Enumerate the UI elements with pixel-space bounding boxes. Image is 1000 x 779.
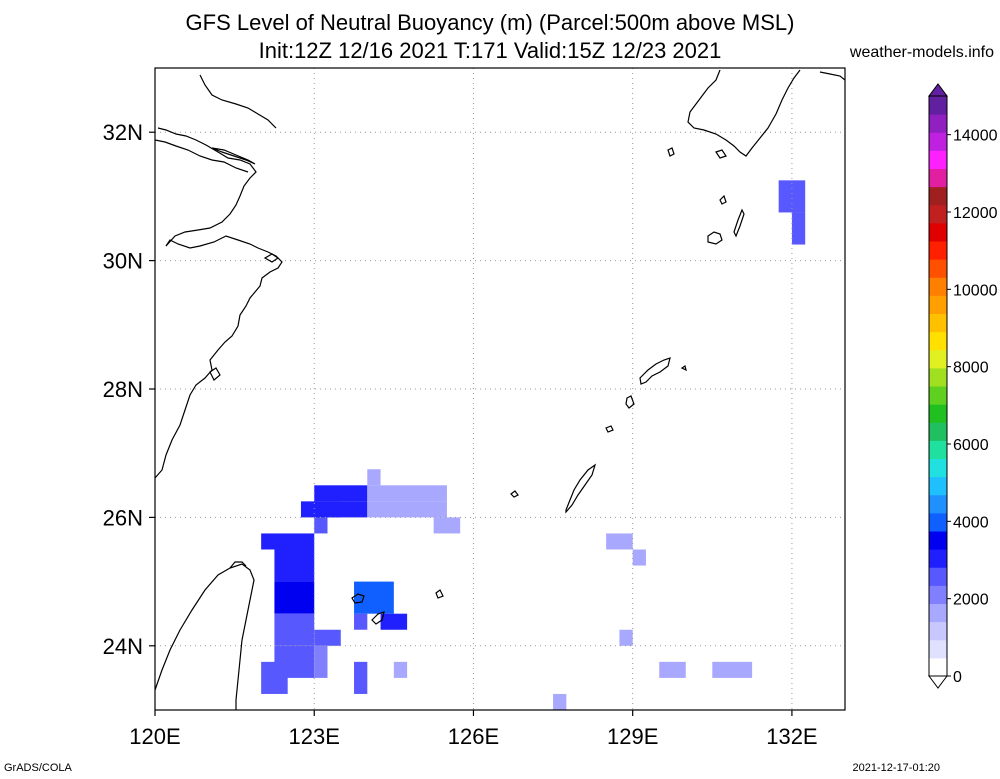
colorbar-segment xyxy=(929,549,947,568)
buoyancy-cell xyxy=(367,485,447,502)
buoyancy-cell xyxy=(314,645,328,678)
colorbar-segment xyxy=(929,386,947,405)
colorbar-label: 10000 xyxy=(953,282,998,299)
buoyancy-cell xyxy=(354,661,368,694)
colorbar-segment xyxy=(929,404,947,423)
colorbar-label: 4000 xyxy=(953,514,989,531)
lon-label: 120E xyxy=(129,724,180,749)
buoyancy-cell xyxy=(274,581,315,614)
colorbar-segment xyxy=(929,422,947,441)
buoyancy-cell xyxy=(606,533,633,550)
buoyancy-cell xyxy=(619,629,633,646)
colorbar: 14000 12000 10000 8000 6000 4000 2000 0 xyxy=(928,83,998,689)
colorbar-segment xyxy=(929,512,947,532)
buoyancy-cell xyxy=(261,661,288,694)
colorbar-segment xyxy=(929,367,947,387)
lon-labels: 120E 123E 126E 129E 132E xyxy=(129,724,817,749)
buoyancy-cell xyxy=(393,661,408,678)
buoyancy-cell xyxy=(778,180,806,213)
buoyancy-cell xyxy=(314,629,341,646)
colorbar-segment xyxy=(929,150,947,169)
colorbar-segment xyxy=(929,657,947,677)
colorbar-segment xyxy=(929,132,947,151)
colorbar-segment xyxy=(929,567,947,586)
lat-label: 24N xyxy=(103,634,143,659)
colorbar-segment xyxy=(929,331,947,351)
lon-label: 132E xyxy=(766,724,817,749)
colorbar-segment xyxy=(929,585,947,604)
colorbar-label: 2000 xyxy=(953,592,989,609)
colorbar-segment xyxy=(929,241,947,260)
colorbar-segment xyxy=(929,603,947,623)
lat-label: 30N xyxy=(103,249,143,274)
footer-timestamp: 2021-12-17-01:20 xyxy=(852,762,940,774)
colorbar-segment xyxy=(929,277,947,296)
buoyancy-cell xyxy=(791,212,806,245)
lat-label: 26N xyxy=(103,505,143,530)
lat-label: 28N xyxy=(103,377,143,402)
buoyancy-cell xyxy=(314,501,368,518)
colorbar-segment xyxy=(929,458,947,478)
colorbar-segment xyxy=(929,186,947,206)
buoyancy-cell xyxy=(354,613,368,630)
colorbar-segment xyxy=(929,639,947,659)
buoyancy-cell xyxy=(274,613,315,646)
colorbar-segment xyxy=(929,295,947,314)
colorbar-segment xyxy=(929,222,947,242)
colorbar-segment xyxy=(929,204,947,224)
colorbar-label: 8000 xyxy=(953,360,989,377)
colorbar-label: 0 xyxy=(953,669,962,686)
buoyancy-cell xyxy=(712,661,753,678)
buoyancy-cell xyxy=(380,613,408,630)
buoyancy-cell xyxy=(261,533,315,550)
colorbar-segment xyxy=(929,621,947,641)
buoyancy-cell xyxy=(314,485,368,502)
footer-grads: GrADS/COLA xyxy=(4,762,72,774)
colorbar-top-arrow xyxy=(928,83,948,97)
colorbar-frame xyxy=(928,95,948,677)
colorbar-label: 6000 xyxy=(953,437,989,454)
colorbar-segment xyxy=(929,259,947,278)
buoyancy-cell xyxy=(274,549,315,582)
colorbar-segment xyxy=(929,531,947,550)
colorbar-segment xyxy=(929,349,947,369)
buoyancy-cell xyxy=(433,517,461,534)
lon-label: 123E xyxy=(289,724,340,749)
colorbar-segment xyxy=(929,440,947,459)
buoyancy-cells xyxy=(261,180,806,710)
lat-label: 32N xyxy=(103,120,143,145)
colorbar-label: 14000 xyxy=(953,128,998,145)
colorbar-segment xyxy=(929,476,947,496)
colorbar-bottom-arrow xyxy=(928,675,948,689)
map-subtitle: Init:12Z 12/16 2021 T:171 Valid:15Z 12/2… xyxy=(258,38,722,63)
axis-ticks xyxy=(149,131,793,716)
colorbar-segment xyxy=(929,168,947,188)
colorbar-label: 12000 xyxy=(953,205,998,222)
buoyancy-cell xyxy=(354,581,394,614)
buoyancy-cell xyxy=(367,501,447,518)
credit-text: weather-models.info xyxy=(849,44,994,61)
lat-labels: 24N 26N 28N 30N 32N xyxy=(103,120,143,659)
buoyancy-cell xyxy=(632,549,646,566)
lon-label: 126E xyxy=(448,724,499,749)
buoyancy-cell xyxy=(367,469,381,486)
buoyancy-cell xyxy=(659,661,686,678)
colorbar-segment xyxy=(929,494,947,514)
colorbar-segment xyxy=(929,96,947,115)
lon-label: 129E xyxy=(607,724,658,749)
buoyancy-cell xyxy=(314,517,328,534)
colorbar-segment xyxy=(929,313,947,333)
coastline xyxy=(155,69,845,710)
grid-lines xyxy=(155,68,845,710)
colorbar-segment xyxy=(929,114,947,133)
buoyancy-cell xyxy=(553,693,567,710)
map-title: GFS Level of Neutral Buoyancy (m) (Parce… xyxy=(185,10,795,35)
